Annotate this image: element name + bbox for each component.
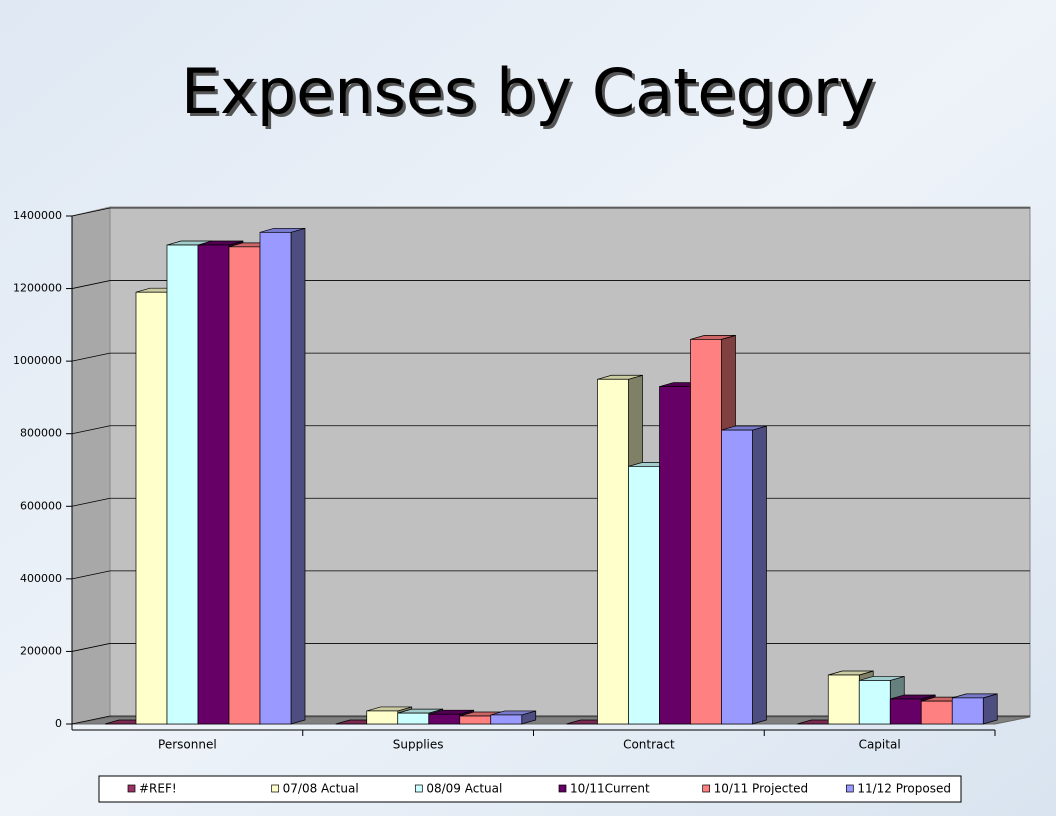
y-tick-label: 400000 bbox=[20, 572, 62, 585]
bar-front bbox=[827, 674, 860, 725]
bar-front bbox=[428, 713, 461, 725]
x-tick-label: Personnel bbox=[158, 738, 217, 752]
x-tick-label: Capital bbox=[859, 738, 901, 752]
bar bbox=[490, 710, 537, 725]
bar-front bbox=[397, 712, 430, 725]
bar-front bbox=[721, 429, 753, 725]
legend-label: 10/11Current bbox=[570, 782, 650, 796]
bar bbox=[721, 425, 767, 725]
legend-swatch bbox=[271, 784, 280, 793]
chart-title: Expenses by Category bbox=[181, 55, 875, 128]
legend-swatch bbox=[127, 784, 136, 793]
y-tick-label: 800000 bbox=[20, 427, 62, 440]
legend-label: 11/12 Proposed bbox=[857, 782, 951, 796]
bar-front bbox=[135, 291, 168, 725]
legend-label: #REF! bbox=[139, 782, 177, 796]
bar-front bbox=[166, 244, 199, 725]
legend bbox=[98, 775, 962, 803]
legend-label: 10/11 Projected bbox=[714, 782, 808, 796]
y-tick-label: 600000 bbox=[20, 499, 62, 512]
legend-swatch bbox=[845, 784, 854, 793]
y-tick-label: 0 bbox=[55, 717, 62, 730]
legend-label: 08/09 Actual bbox=[426, 782, 502, 796]
grid-line bbox=[71, 207, 1030, 217]
grid-line bbox=[71, 280, 1030, 289]
bar-front bbox=[690, 339, 722, 725]
bar bbox=[259, 227, 306, 725]
x-tick-label: Supplies bbox=[393, 738, 444, 752]
y-tick-label: 200000 bbox=[20, 644, 62, 657]
bar-front bbox=[920, 700, 953, 725]
bar-front bbox=[951, 697, 984, 725]
legend-swatch bbox=[414, 784, 423, 793]
bar-front bbox=[628, 466, 660, 725]
bar bbox=[951, 693, 998, 725]
bar-front bbox=[490, 714, 523, 725]
x-tick-label: Contract bbox=[623, 738, 675, 752]
bar-front bbox=[858, 680, 891, 725]
y-tick-label: 1000000 bbox=[13, 354, 62, 367]
bar-side bbox=[752, 425, 767, 725]
legend-swatch bbox=[558, 784, 567, 793]
legend-label: 07/08 Actual bbox=[283, 782, 359, 796]
plot: 0 200000 400000 600000 800000 1000000 1200000 1… bbox=[13, 207, 1030, 752]
y-tick-label: 1200000 bbox=[13, 282, 62, 295]
bar-front bbox=[659, 386, 691, 725]
bar-side bbox=[290, 227, 306, 725]
legend-swatch bbox=[702, 784, 711, 793]
bar-front bbox=[889, 698, 922, 725]
bar-front bbox=[366, 710, 399, 725]
bar-front bbox=[459, 715, 492, 725]
bar-front bbox=[259, 231, 292, 725]
bar-side bbox=[982, 693, 998, 725]
bar-front bbox=[228, 246, 261, 725]
bar-front bbox=[197, 244, 230, 725]
bar-front bbox=[597, 378, 629, 725]
y-tick-label: 1400000 bbox=[13, 209, 62, 222]
title-shadow: Expenses by Category bbox=[184, 58, 878, 131]
